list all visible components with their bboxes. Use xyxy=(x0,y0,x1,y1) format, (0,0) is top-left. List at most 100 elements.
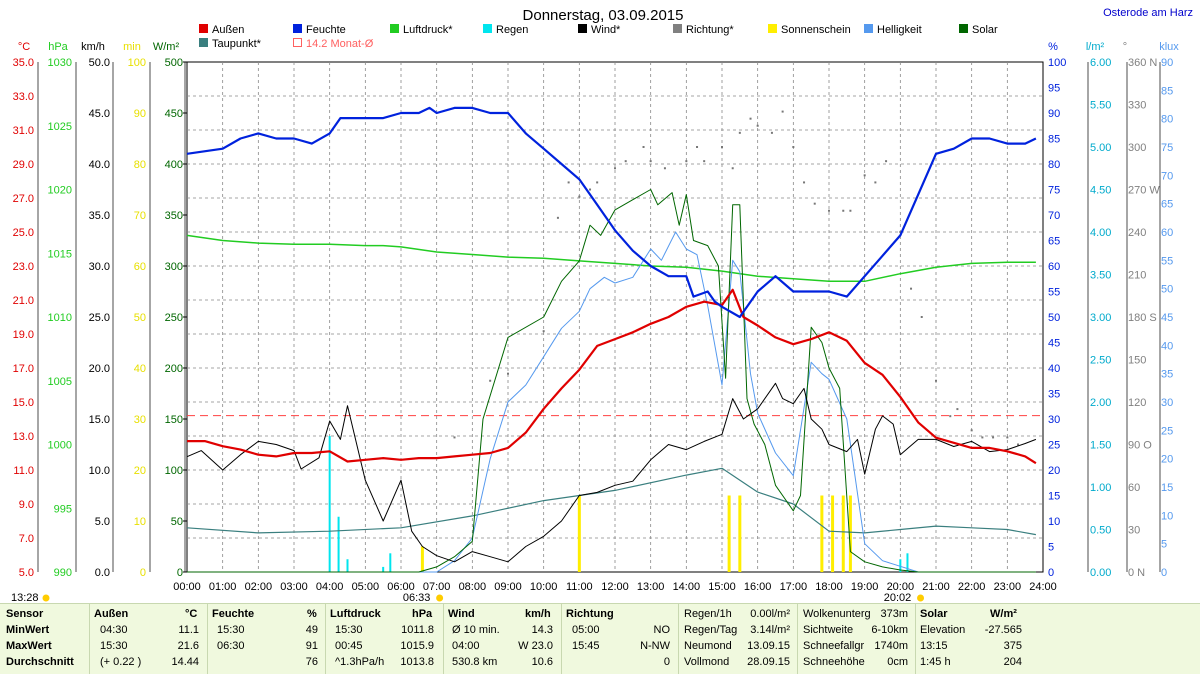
misc-label: Sichtweite xyxy=(803,624,854,636)
misc-value: 1740m xyxy=(874,640,908,652)
feuchte-header: Feuchte xyxy=(212,608,255,620)
feuchte-value: 49 xyxy=(305,624,318,636)
axis-tick-label: 150 xyxy=(165,414,183,426)
axis-tick-label: 360 N xyxy=(1128,57,1157,69)
direction-dot xyxy=(663,167,666,170)
axis-tick-label: 15 xyxy=(1048,491,1060,503)
legend-swatch xyxy=(673,24,682,33)
x-tick-label: 13:00 xyxy=(637,581,665,593)
feuchte-time: 06:30 xyxy=(217,640,245,652)
axis-unit-label: % xyxy=(1048,41,1058,53)
axis-tick-label: 3.00 xyxy=(1090,312,1111,324)
axis-tick-label: 0.50 xyxy=(1090,525,1111,537)
richtung-value: NO xyxy=(653,624,671,636)
axis-tick-label: 270 W xyxy=(1128,185,1160,197)
direction-dot xyxy=(731,167,734,170)
direction-dots xyxy=(453,110,1020,446)
axis-tick-label: 31.0 xyxy=(13,125,34,137)
axis-tick-label: 60 xyxy=(1128,482,1140,494)
chart-title: Donnerstag, 03.09.2015 xyxy=(523,7,684,24)
series-line-außen xyxy=(187,288,1037,465)
wind-label: 530.8 km xyxy=(452,656,498,668)
feuchte-value: 76 xyxy=(305,656,318,668)
direction-dot xyxy=(970,429,973,432)
x-tick-label: 20:00 xyxy=(887,581,915,593)
axis-pct: 1009590858075706560555045403530252015105… xyxy=(1048,41,1066,579)
x-tick-label: 07:00 xyxy=(423,581,451,593)
x-tick-label: 11:00 xyxy=(566,581,593,593)
x-tick-label: 16:00 xyxy=(744,581,772,593)
axis-unit-label: W/m² xyxy=(153,41,180,53)
axis-tick-label: 21.0 xyxy=(13,295,34,307)
axis-tick-label: 50 xyxy=(134,312,146,324)
rain-bar xyxy=(389,553,392,572)
axis-tick-label: 5.0 xyxy=(95,516,110,528)
feuchte-time: 15:30 xyxy=(217,624,245,636)
solar-label: Elevation xyxy=(920,624,966,636)
axis-tick-label: 40 xyxy=(1048,363,1060,375)
axis-tick-label: 45.0 xyxy=(89,108,110,120)
axis-tick-label: 180 S xyxy=(1128,312,1157,324)
sunshine-bars xyxy=(420,495,852,572)
axis-tick-label: 1020 xyxy=(48,185,72,197)
axis-tick-label: 85 xyxy=(1161,85,1173,97)
axis-tick-label: 25.0 xyxy=(89,312,110,324)
axis-tick-label: 15.0 xyxy=(89,414,110,426)
sunshine-bar xyxy=(848,495,852,572)
axis-tick-label: 10 xyxy=(1161,510,1173,522)
axis-tick-label: 0 N xyxy=(1128,567,1145,579)
axis-tick-label: 40 xyxy=(134,363,146,375)
legend-label: Wind* xyxy=(591,24,621,36)
axis-tick-label: 20.0 xyxy=(89,363,110,375)
direction-dot xyxy=(920,316,923,318)
direction-dot xyxy=(1017,443,1020,446)
snapshot-time: 13:28 xyxy=(11,592,39,603)
sunshine-bar xyxy=(577,495,581,572)
direction-dot xyxy=(874,181,877,184)
x-tick-label: 15:00 xyxy=(708,581,736,593)
axis-tick-label: 4.50 xyxy=(1090,185,1111,197)
direction-dot xyxy=(696,146,699,148)
x-tick-label: 01:00 xyxy=(209,581,237,593)
sunshine-bar xyxy=(841,495,845,572)
axis-tick-label: 50.0 xyxy=(89,57,110,69)
axis-tick-label: 5.50 xyxy=(1090,100,1111,112)
axis-unit-label: min xyxy=(123,41,141,53)
direction-dot xyxy=(489,379,492,382)
axis-tick-label: 60 xyxy=(134,261,146,273)
solar-header: Solar xyxy=(920,608,948,620)
axis-tick-label: 45 xyxy=(1161,312,1173,324)
direction-dot xyxy=(703,160,706,163)
aussen-time: 15:30 xyxy=(100,640,128,652)
axis-tick-marks xyxy=(37,61,1161,573)
row-label: MaxWert xyxy=(6,640,52,652)
axis-tick-label: 1005 xyxy=(48,376,72,388)
aussen-unit: °C xyxy=(185,608,198,620)
sunshine-bar xyxy=(727,495,731,572)
axis-tick-label: 80 xyxy=(1048,159,1060,171)
axis-tick-label: 1010 xyxy=(48,312,72,324)
axis-temp: 35.0 33.0 31.0 29.0 27.0 25.0 23.0 21.0 19.0 17.0… xyxy=(13,41,34,579)
axis-tick-label: 10 xyxy=(1048,516,1060,528)
axis-tick-label: 7.0 xyxy=(19,533,34,545)
direction-dot xyxy=(842,209,845,212)
axis-tick-label: 27.0 xyxy=(13,193,34,205)
direction-dot xyxy=(863,174,866,177)
legend-label: Solar xyxy=(972,24,998,36)
wind-value: W 23.0 xyxy=(518,640,553,652)
direction-dot xyxy=(721,146,723,148)
axis-tick-label: 80 xyxy=(134,159,146,171)
x-tick-label: 08:00 xyxy=(459,581,487,593)
solar-value: -27.565 xyxy=(984,624,1022,636)
axis-unit-label: l/m² xyxy=(1086,41,1105,53)
luftdruck-unit: hPa xyxy=(412,608,433,620)
legend-label: Richtung* xyxy=(686,24,734,36)
direction-dot xyxy=(813,202,816,205)
series-line-solar xyxy=(187,189,1036,573)
misc-value: 28.09.15 xyxy=(747,656,790,668)
x-tick-label: 21:00 xyxy=(922,581,950,593)
axis-tick-label: 90 O xyxy=(1128,440,1152,452)
direction-dot xyxy=(738,131,741,134)
